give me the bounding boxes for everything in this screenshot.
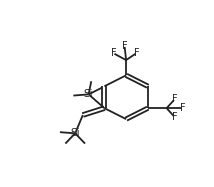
Text: F: F — [122, 41, 127, 51]
Text: Si: Si — [84, 89, 94, 99]
Text: F: F — [172, 94, 177, 104]
Text: F: F — [134, 48, 139, 58]
Text: F: F — [111, 48, 116, 58]
Text: Si: Si — [70, 128, 80, 138]
Text: F: F — [172, 112, 177, 122]
Text: F: F — [180, 103, 186, 113]
